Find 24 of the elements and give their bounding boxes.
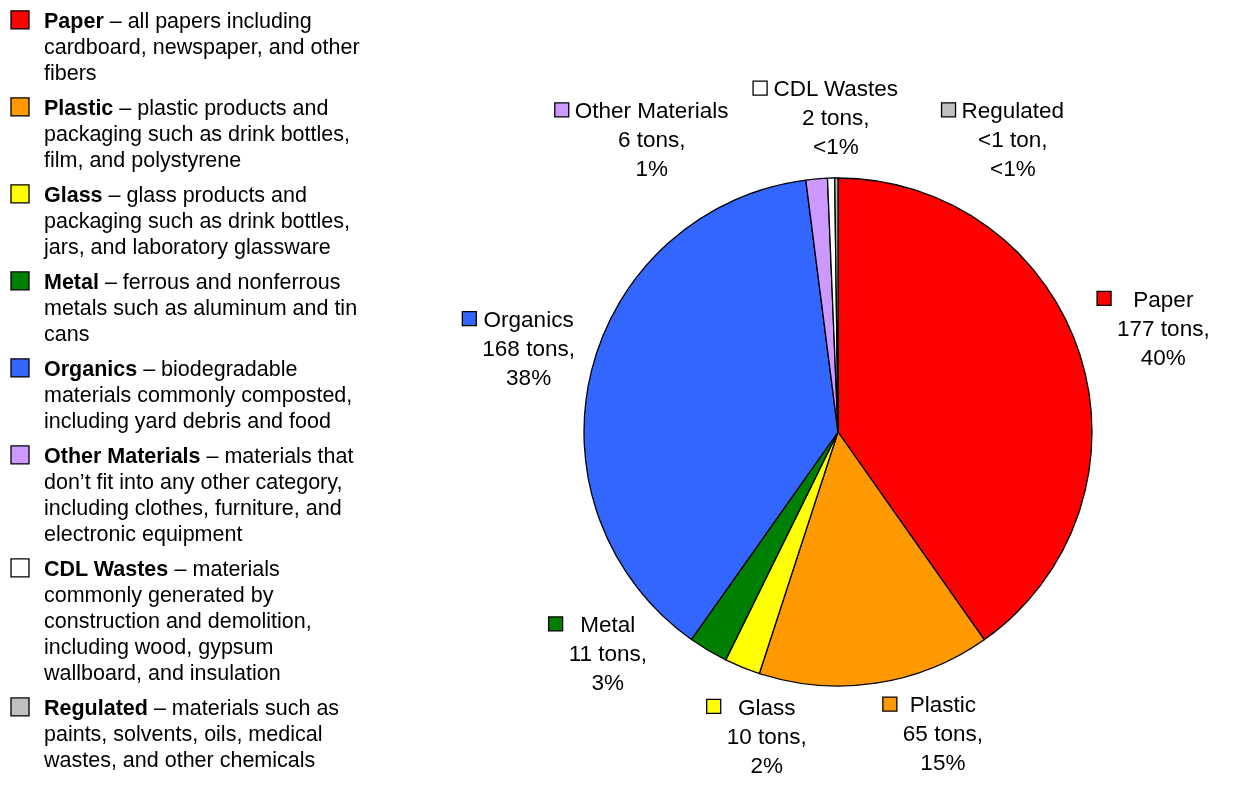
legend-label: CDL Wastes [773,76,899,102]
text: Plastic – plastic products and packaging such as drink bottles, film, and polystyrene [44,95,350,172]
legend-label: Glass [737,694,796,720]
data-label: 65 tons, 15% [902,721,983,776]
legend-label: Other Materials [574,98,729,124]
legend-label: Paper [1133,286,1194,312]
text: Organics – biodegradable materials commonly composted, including yard debris and food [44,356,353,433]
data-label: 11 tons, 3% [568,641,648,696]
data-label: 6 tons, 1% [617,127,686,182]
text: Other Materials – materials that don’t fit into any other category, including clothes, furniture, and electronic equipment [44,443,354,546]
text: CDL Wastes – materials commonly generated by construction and demolition, including wood, gypsum wallboard, and insulation [44,556,312,685]
legend-label: Metal [580,612,636,638]
text: Glass – glass products and packaging such as drink bottles, jars, and laboratory glassware [44,182,350,259]
data-label: 2 tons, <1% [802,105,870,160]
data-label: <1 ton, <1% [978,127,1048,182]
text: Paper – all papers including cardboard, newspaper, and other fibers [44,8,360,85]
data-label: 177 tons, 40% [1117,315,1210,370]
data-label: 10 tons, 2% [726,723,807,778]
text: Metal – ferrous and nonferrous metals such as aluminum and tin cans [44,269,358,346]
legend-label: Plastic [909,692,977,718]
legend-label: Organics [483,307,574,333]
data-label: 168 tons, 38% [482,336,575,391]
text: Regulated – materials such as paints, solvents, oils, medical wastes, and other chemicals [44,695,340,772]
legend-label: Regulated [961,98,1065,124]
